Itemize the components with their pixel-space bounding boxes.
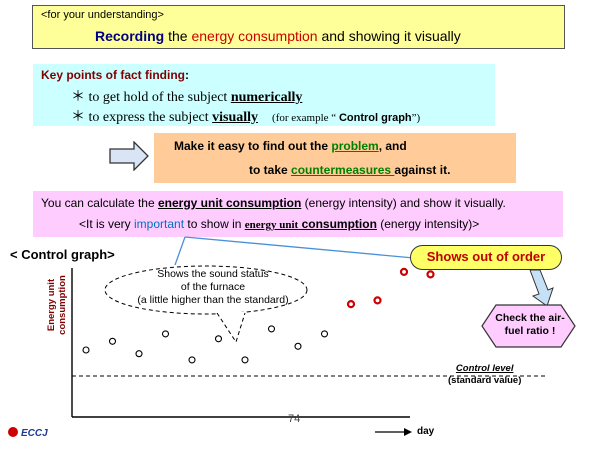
page-number: 74 (288, 413, 301, 425)
eccj-logo: ECCJ (8, 427, 48, 439)
normal-data-point-8 (267, 325, 276, 333)
key-point-2-prefix: ＊ to express the subject (71, 110, 213, 125)
standard-value-text: (standard value) (448, 375, 522, 386)
calc-line-1: You can calculate the energy unit consum… (41, 196, 506, 210)
control-graph-title: < Control graph> (10, 247, 115, 262)
normal-data-point-10 (320, 330, 329, 338)
make-easy-box: Make it easy to find out the problem, an… (154, 133, 516, 183)
cloud-line-1: Shows the sound status (157, 268, 269, 280)
ylabel-line-2: consumption (57, 275, 68, 335)
thought-cloud (104, 265, 308, 315)
key-points-box: Key points of fact finding: ＊ to get hol… (33, 64, 495, 126)
header-box: <for your understanding> Recording the e… (32, 5, 565, 49)
make-easy-countermeasures: countermeasures (291, 163, 395, 177)
make-easy-problem: problem (331, 139, 379, 153)
key-points-heading: Key points of fact finding: (41, 68, 189, 82)
check-air-fuel-text: Check the air- fuel ratio ! (490, 312, 570, 338)
key-point-1-prefix: ＊ to get hold of the subject (71, 90, 231, 105)
ylabel-line-1: Energy unit (46, 278, 57, 332)
calc-2-mid: to show in (184, 217, 245, 231)
normal-data-point-9 (294, 342, 302, 350)
calculation-box: You can calculate the energy unit consum… (33, 191, 563, 237)
calc-2-important: important (134, 217, 185, 231)
calc-2-prefix: <It is very (79, 217, 135, 231)
calc-1-prefix: You can calculate the (41, 196, 158, 210)
header-subtitle: <for your understanding> (41, 9, 164, 21)
day-arrow-head (404, 428, 412, 436)
normal-data-point-7 (241, 356, 249, 364)
abnormal-data-point-2 (373, 296, 382, 305)
calc-2-emph-1: energy unit (244, 219, 299, 231)
title-recording: Recording (95, 28, 165, 44)
normal-data-point-1 (82, 346, 90, 354)
make-easy-2-prefix: to take (249, 163, 292, 177)
right-arrow-icon (109, 141, 149, 171)
check-line-2: fuel ratio ! (504, 325, 556, 337)
key-point-2-note-suffix: ”) (411, 112, 421, 124)
make-easy-1-prefix: Make it easy to find out the (174, 139, 332, 153)
control-level-text: Control level (455, 363, 514, 374)
calc-2-emph-2: consumption (298, 217, 377, 231)
cloud-text: Shows the sound status of the furnace (a… (108, 268, 318, 307)
normal-data-point-5 (188, 356, 196, 364)
control-level-label: Control level (standard value) (448, 363, 521, 387)
cloud-line-2: of the furnace (180, 281, 246, 293)
title-showing-visually: and showing it visually (317, 28, 461, 44)
key-point-1-emph: numerically (230, 90, 303, 105)
callout-line-cloud (174, 236, 186, 266)
normal-data-point-4 (161, 330, 170, 338)
x-axis-label: day (417, 426, 435, 437)
calc-2-suffix: (energy intensity)> (376, 217, 480, 231)
down-arrow-icon (529, 269, 554, 307)
check-line-1: Check the air- (495, 312, 565, 324)
abnormal-data-point-1 (346, 300, 356, 309)
normal-data-point-3 (135, 350, 143, 358)
normal-data-point-6 (214, 335, 223, 343)
key-point-2-note-prefix: (for example “ (272, 112, 339, 124)
logo-text: ECCJ (21, 428, 48, 439)
key-points-colon: : (185, 68, 189, 82)
make-easy-1-suffix: , and (378, 139, 407, 153)
abnormal-data-point-4 (426, 270, 435, 279)
callout-line-out-of-order (184, 236, 415, 259)
abnormal-data-point-3 (399, 267, 409, 276)
title-energy-consumption: energy consumption (191, 28, 318, 44)
logo-mark-icon (8, 427, 18, 437)
key-points-heading-text: Key points of fact finding (41, 68, 185, 82)
make-easy-line-2: to take countermeasures against it. (249, 163, 450, 177)
key-point-2-note-emph: Control graph (338, 112, 412, 124)
calc-line-2: <It is very important to show in energy … (79, 217, 479, 231)
key-point-visually: ＊ to express the subject visually (for ex… (71, 106, 420, 126)
key-point-2-emph: visually (212, 110, 259, 125)
y-axis-label: Energy unit consumption (46, 265, 68, 345)
thought-cloud-tail (216, 312, 246, 344)
calc-1-emph: energy unit consumption (157, 196, 302, 210)
title-the: the (164, 28, 192, 44)
key-point-numerically: ＊ to get hold of the subject numerically (71, 86, 302, 106)
make-easy-line-1: Make it easy to find out the problem, an… (174, 139, 407, 153)
key-point-2-note: (for example “ Control graph”) (272, 112, 420, 124)
out-of-order-callout: Shows out of order (410, 245, 562, 270)
page-title: Recording the energy consumption and sho… (95, 28, 461, 44)
calc-1-suffix: (energy intensity) and show it visually. (301, 196, 506, 210)
cloud-line-3: (a little higher than the standard) (137, 294, 289, 306)
check-hexagon (481, 304, 576, 348)
normal-data-point-2 (108, 337, 117, 345)
make-easy-2-suffix: against it. (394, 163, 451, 177)
